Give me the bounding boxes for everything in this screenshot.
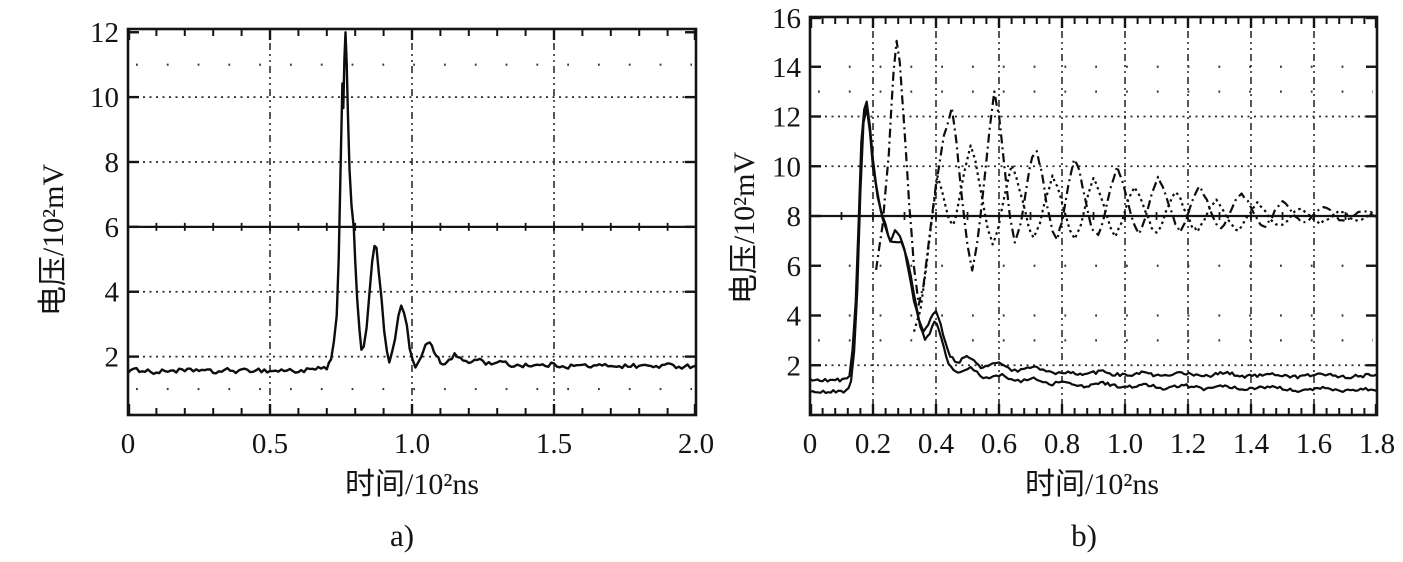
- plot-frame: [126, 27, 698, 417]
- series-b-ringing-small: [912, 144, 1378, 333]
- y-tick-label: 6: [105, 212, 120, 244]
- y-tick-label: 2: [787, 350, 802, 382]
- x-tick-label: 1.4: [1233, 428, 1270, 460]
- chart-b-caption: b): [1071, 518, 1097, 553]
- chart-b-x-axis-title: 时间/10²ns: [1024, 468, 1160, 501]
- y-tick-label: 12: [772, 102, 801, 134]
- y-tick-label: 14: [772, 52, 802, 84]
- x-tick-label: 0: [121, 428, 136, 460]
- plot-frame: [808, 15, 1379, 417]
- chart-a-caption: a): [389, 518, 415, 553]
- chart-a: 0 0.5 1.0 1.5 2.0 2 4 6 8 10 12: [90, 17, 714, 460]
- y-tick-label: 10: [772, 151, 801, 183]
- x-tick-label: 1.6: [1296, 428, 1332, 460]
- x-tick-label: 0.4: [918, 428, 955, 460]
- y-tick-label: 16: [772, 3, 801, 35]
- x-tick-label: 2.0: [678, 428, 714, 460]
- series-b-ringing-large: [875, 39, 1378, 306]
- y-tick-label: 4: [105, 277, 120, 309]
- x-tick-label: 0.2: [855, 428, 891, 460]
- x-tick-label: 1.5: [536, 428, 572, 460]
- y-tick-label: 2: [105, 342, 120, 374]
- chart-a-y-axis-title: 电压/10²mV: [37, 163, 70, 317]
- x-tick-label: 1.0: [394, 428, 430, 460]
- y-tick-label: 8: [787, 201, 802, 233]
- x-tick-label: 1.0: [1107, 428, 1143, 460]
- x-tick-label: 0.8: [1044, 428, 1080, 460]
- x-tick-label: 0: [803, 428, 818, 460]
- series-b-pulse-lower-baseline: [809, 106, 1378, 395]
- x-tick-label: 1.8: [1359, 428, 1395, 460]
- chart-b: 0 0.2 0.4 0.6 0.8 1.0 1.2 1.4 1.6 1.8 2 4 6 8 10 12 14 16: [772, 3, 1395, 460]
- x-tick-label: 1.2: [1170, 428, 1206, 460]
- chart-a-x-axis-title: 时间/10²ns: [344, 468, 480, 501]
- y-tick-label: 4: [787, 301, 802, 333]
- y-tick-label: 10: [90, 82, 119, 114]
- x-tick-label: 0.5: [252, 428, 288, 460]
- x-tick-label: 0.6: [981, 428, 1017, 460]
- chart-b-y-axis-title: 电压/10²mV: [728, 151, 761, 305]
- y-tick-label: 12: [90, 17, 119, 49]
- y-tick-label: 6: [787, 251, 802, 283]
- y-tick-label: 8: [105, 147, 120, 179]
- series-a-damped-pulse: [127, 31, 697, 376]
